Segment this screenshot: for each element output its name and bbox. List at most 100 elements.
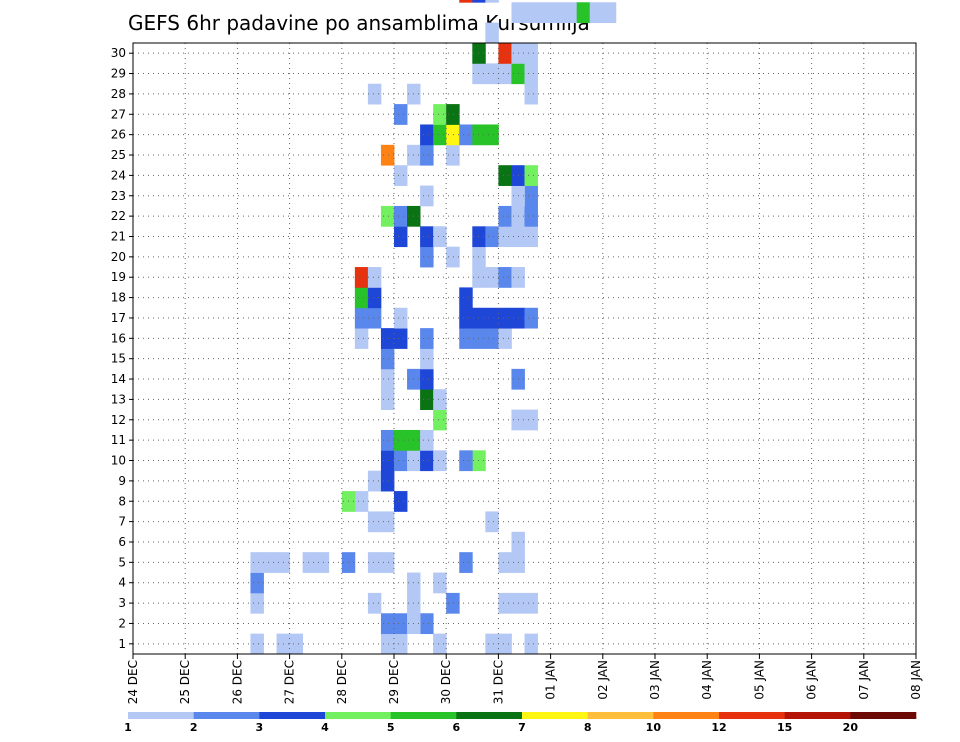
- heatmap-cell: [485, 0, 499, 3]
- color-legend: 1 2 3 4 5 6 7 8 10 12 15 20: [124, 712, 917, 734]
- y-tick-label: 17: [111, 311, 126, 325]
- x-tick-label: 28 DEC: [335, 660, 349, 704]
- legend-swatch: [653, 712, 720, 719]
- heatmap-cell: [485, 22, 499, 44]
- heatmap-cell: [485, 511, 499, 533]
- heatmap-cell: [380, 205, 395, 227]
- heatmap-cell: [367, 307, 382, 329]
- legend-label: 20: [843, 721, 859, 734]
- heatmap-cell: [485, 226, 499, 248]
- y-tick-label: 27: [111, 107, 126, 121]
- heatmap-cell: [524, 43, 538, 64]
- heatmap-cell: [472, 124, 486, 146]
- y-tick-label: 19: [111, 270, 126, 284]
- heatmap-cell: [602, 2, 617, 24]
- heatmap-cell: [433, 409, 447, 431]
- y-axis: 1234567891011121314151617181920212223242…: [111, 46, 133, 651]
- heatmap-cell: [459, 328, 473, 349]
- heatmap-cell: [380, 470, 395, 492]
- heatmap-cell: [420, 429, 434, 451]
- heatmap-cell: [472, 246, 486, 268]
- legend-swatch: [719, 712, 785, 719]
- x-tick-label: 25 DEC: [178, 660, 192, 704]
- y-tick-label: 26: [111, 128, 126, 142]
- heatmap-cell: [420, 368, 434, 390]
- heatmap-cell: [563, 2, 578, 24]
- heatmap-cell: [394, 613, 408, 635]
- heatmap-cell: [524, 226, 538, 248]
- legend-label: 3: [256, 721, 264, 734]
- heatmap-cell: [367, 83, 382, 105]
- heatmap-cell: [433, 450, 447, 472]
- x-tick-label: 01 JAN: [544, 660, 558, 700]
- x-tick-label: 06 JAN: [805, 660, 819, 700]
- heatmap-cell: [446, 246, 460, 268]
- y-tick-label: 2: [118, 616, 126, 630]
- heatmap-cell: [498, 205, 512, 227]
- heatmap-cell: [524, 409, 538, 431]
- heatmap-cell: [472, 450, 486, 472]
- heatmap-cell: [459, 552, 473, 573]
- heatmap-cell: [367, 287, 382, 309]
- legend-swatch: [259, 712, 326, 719]
- y-tick-label: 4: [118, 576, 126, 590]
- heatmap-cell: [524, 165, 538, 186]
- heatmap-cell: [446, 124, 460, 146]
- legend-swatch: [325, 712, 391, 719]
- heatmap-cell: [472, 0, 486, 3]
- x-tick-label: 08 JAN: [909, 660, 923, 700]
- y-tick-label: 5: [118, 555, 126, 569]
- heatmap-cell: [367, 511, 382, 533]
- x-tick-label: 02 JAN: [596, 660, 610, 700]
- legend-label: 15: [777, 721, 792, 734]
- heatmap-cell: [446, 144, 460, 166]
- legend-swatch: [193, 712, 260, 719]
- heatmap-cell: [250, 592, 264, 614]
- y-tick-label: 15: [111, 352, 126, 366]
- legend-label: 5: [387, 721, 395, 734]
- legend-label: 7: [518, 721, 526, 734]
- heatmap-cell: [433, 124, 447, 146]
- heatmap-cell: [394, 328, 408, 349]
- heatmap-cell: [433, 389, 447, 410]
- heatmap-cell: [433, 104, 447, 125]
- heatmap-cell: [459, 0, 473, 3]
- heatmap-cell: [250, 552, 264, 573]
- heatmap-cell: [250, 633, 264, 655]
- heatmap-cell: [420, 185, 434, 207]
- heatmap-cell: [524, 63, 538, 85]
- heatmap-cell: [354, 491, 369, 512]
- heatmap-cell: [380, 511, 395, 533]
- heatmap-cell: [380, 552, 395, 573]
- heatmap-cell: [380, 368, 395, 390]
- heatmap-cell: [498, 226, 512, 248]
- heatmap-cell: [420, 144, 434, 166]
- heatmap-cell: [420, 226, 434, 248]
- heatmap-cell: [354, 328, 369, 349]
- heatmap-cell: [380, 144, 395, 166]
- heatmap-cell: [485, 267, 499, 288]
- heatmap-cell: [367, 552, 382, 573]
- x-tick-label: 29 DEC: [387, 660, 401, 704]
- heatmap-cell: [550, 2, 565, 24]
- heatmap-cell: [420, 348, 434, 370]
- x-tick-label: 05 JAN: [752, 660, 766, 700]
- heatmap-cell: [315, 552, 330, 573]
- heatmap-cell: [472, 328, 486, 349]
- heatmap-cell: [485, 63, 499, 85]
- heatmap-cell: [380, 429, 395, 451]
- heatmap-cell: [498, 552, 512, 573]
- y-tick-label: 14: [111, 372, 126, 386]
- y-tick-label: 10: [111, 454, 126, 468]
- heatmap-cell: [472, 226, 486, 248]
- legend-swatch: [522, 712, 588, 719]
- y-tick-label: 3: [118, 596, 126, 610]
- heatmap-cell: [380, 348, 395, 370]
- heatmap-cell: [420, 124, 434, 146]
- y-tick-label: 6: [118, 535, 126, 549]
- heatmap-cell: [459, 287, 473, 309]
- heatmap-cell: [367, 470, 382, 492]
- heatmap-cell: [485, 328, 499, 349]
- x-tick-label: 26 DEC: [230, 660, 244, 704]
